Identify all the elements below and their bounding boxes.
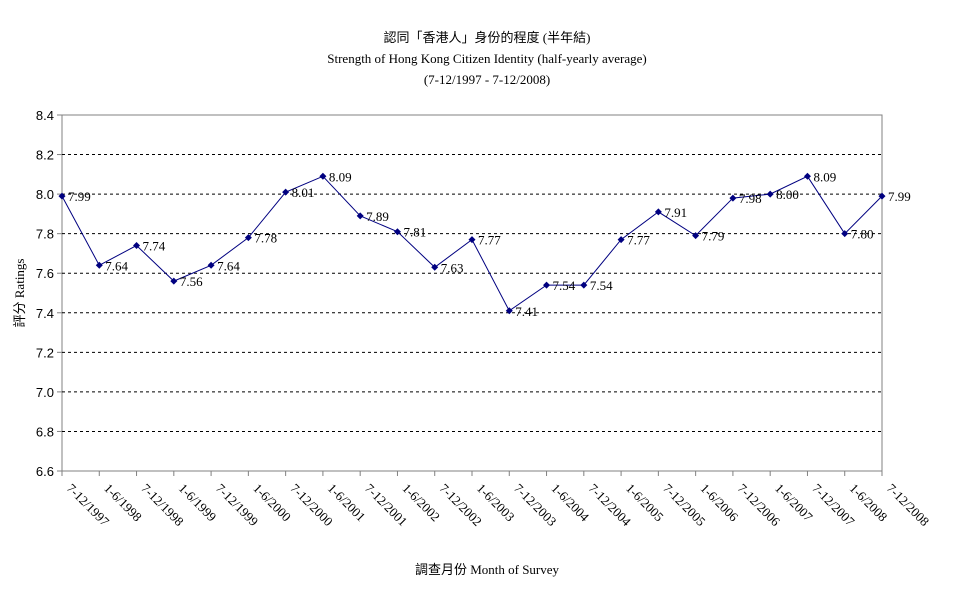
data-label: 8.00	[776, 187, 799, 202]
x-tick-label: 7-12/2008	[884, 481, 932, 529]
data-label: 7.64	[217, 258, 240, 273]
point	[654, 208, 662, 216]
y-axis-label: 評分 Ratings	[12, 259, 27, 328]
data-label: 7.41	[515, 304, 538, 319]
data-label: 7.89	[366, 209, 389, 224]
data-label: 7.78	[254, 231, 277, 246]
y-tick-label: 7.0	[36, 385, 54, 400]
data-label: 7.56	[180, 274, 203, 289]
data-label: 8.09	[813, 169, 836, 184]
point	[505, 307, 513, 315]
point	[617, 236, 625, 244]
point	[356, 212, 364, 220]
y-tick-label: 7.8	[36, 227, 54, 242]
y-tick-label: 7.4	[36, 306, 54, 321]
y-tick-label: 6.8	[36, 424, 54, 439]
y-tick-label: 7.2	[36, 345, 54, 360]
y-tick-label: 8.2	[36, 148, 54, 163]
chart-subtitle: Strength of Hong Kong Citizen Identity (…	[327, 51, 646, 66]
point	[468, 236, 476, 244]
point	[58, 192, 66, 200]
point	[207, 261, 215, 269]
data-label: 8.01	[292, 185, 315, 200]
data-label: 7.54	[590, 278, 613, 293]
data-label: 7.99	[68, 189, 91, 204]
data-label: 7.99	[888, 189, 911, 204]
data-label: 7.63	[441, 260, 464, 275]
data-label: 7.79	[702, 229, 725, 244]
point	[543, 281, 551, 289]
data-label: 8.09	[329, 169, 352, 184]
data-label: 7.80	[851, 227, 874, 242]
data-label: 7.77	[478, 233, 501, 248]
point	[393, 228, 401, 236]
data-label: 7.77	[627, 233, 650, 248]
point	[431, 263, 439, 271]
y-tick-label: 8.0	[36, 187, 54, 202]
point	[95, 261, 103, 269]
point	[133, 242, 141, 250]
point	[692, 232, 700, 240]
y-tick-label: 6.6	[36, 464, 54, 479]
point	[803, 172, 811, 180]
plot-area	[61, 114, 883, 472]
point	[319, 172, 327, 180]
point	[170, 277, 178, 285]
point	[841, 230, 849, 238]
chart-title: 認同「香港人」身份的程度 (半年結)	[384, 30, 591, 45]
data-label: 7.98	[739, 191, 762, 206]
y-tick-label: 7.6	[36, 266, 54, 281]
data-label: 7.81	[403, 225, 426, 240]
point	[766, 190, 774, 198]
data-label: 7.91	[664, 205, 687, 220]
data-label: 7.74	[143, 239, 166, 254]
point	[282, 188, 290, 196]
x-axis-label: 調查月份 Month of Survey	[415, 562, 560, 577]
point	[729, 194, 737, 202]
point	[878, 192, 886, 200]
y-tick-label: 8.4	[36, 108, 54, 123]
data-label: 7.54	[553, 278, 576, 293]
chart-subtitle: (7-12/1997 - 7-12/2008)	[424, 72, 550, 87]
point	[580, 281, 588, 289]
data-label: 7.64	[105, 258, 128, 273]
point	[244, 234, 252, 242]
